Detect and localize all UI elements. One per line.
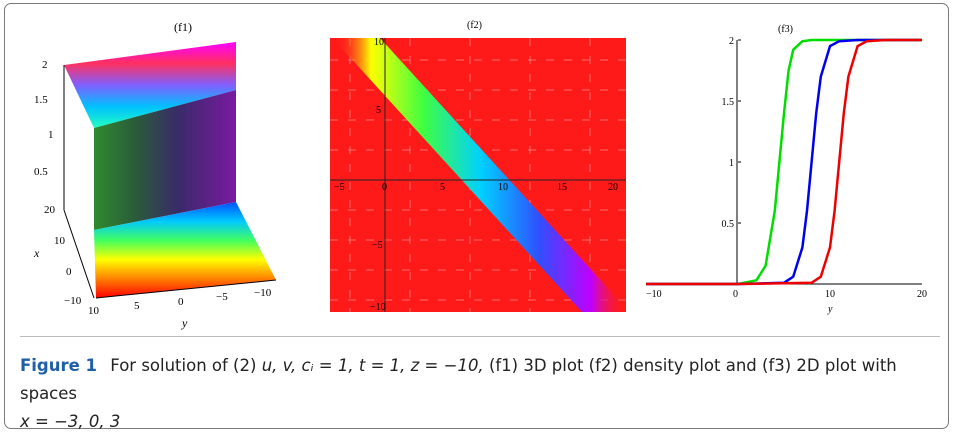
density-x-tick-label: 15 bbox=[557, 182, 567, 193]
z-tick-label: 1.5 bbox=[34, 94, 48, 106]
y-tick-label: 0.5 bbox=[722, 219, 735, 230]
density-plot-svg: −5 0 5 10 15 20 10 5 −5 −10 bbox=[330, 37, 626, 313]
series-line bbox=[646, 38, 922, 286]
density-diagonal-band bbox=[336, 38, 626, 312]
density-y-tick-label: −5 bbox=[372, 240, 383, 251]
density-y-tick-label: −10 bbox=[370, 302, 386, 312]
panel-f2-density-plot: (f2) −5 0 5 10 bbox=[330, 20, 626, 313]
caption-rest: (f1) 3D plot (f2) density plot and (f3) … bbox=[20, 356, 897, 403]
y-tick-label: 5 bbox=[134, 300, 140, 312]
panel-f2-label: (f2) bbox=[467, 20, 482, 31]
x-tick-label: −10 bbox=[646, 289, 662, 300]
density-y-tick-label: 10 bbox=[374, 37, 384, 48]
x-tick-label: 10 bbox=[54, 235, 66, 247]
y-tick-label: 2 bbox=[729, 36, 734, 47]
density-x-tick-label: 20 bbox=[608, 182, 618, 193]
line-plot-svg: (f3) −10 0 10 20 2 1.5 1 0.5 y bbox=[646, 24, 927, 315]
y-axis bbox=[95, 279, 277, 299]
y-axis-label: y bbox=[181, 316, 188, 330]
surface-upper-plateau bbox=[64, 42, 236, 128]
panel-f3-line-plot: (f3) −10 0 10 20 2 1.5 1 0.5 y bbox=[640, 20, 930, 320]
series-line bbox=[646, 38, 922, 286]
y-tick-label: 1.5 bbox=[722, 97, 735, 108]
x-axis-label: y bbox=[827, 304, 833, 315]
density-x-tick-label: 10 bbox=[498, 182, 508, 193]
series-line bbox=[646, 38, 922, 286]
density-y-tick-label: 5 bbox=[376, 105, 381, 116]
panel-f1-label: (f1) bbox=[174, 20, 192, 34]
z-tick-label: 1 bbox=[48, 129, 54, 141]
y-tick-label: 10 bbox=[88, 305, 100, 317]
z-tick-label: 2 bbox=[42, 59, 48, 71]
x-tick-label: −10 bbox=[64, 295, 82, 307]
surface-wall bbox=[94, 90, 236, 230]
caption-prefix: For solution of (2) bbox=[110, 356, 257, 375]
figure-label: Figure 1 bbox=[20, 356, 98, 375]
x-axis bbox=[63, 209, 95, 299]
y-tick-label: −5 bbox=[216, 291, 228, 303]
density-x-tick-label: 5 bbox=[440, 182, 445, 193]
density-x-tick-label: −5 bbox=[334, 182, 345, 193]
x-axis-label: x bbox=[33, 246, 40, 260]
x-tick-label: 0 bbox=[66, 266, 72, 278]
y-tick-label: −10 bbox=[254, 287, 272, 299]
density-x-tick-label: 0 bbox=[382, 182, 387, 193]
figure-caption: Figure 1 For solution of (2) u, v, cᵢ = … bbox=[20, 352, 942, 436]
caption-divider bbox=[20, 336, 940, 337]
z-tick-label: 0.5 bbox=[34, 166, 48, 178]
y-tick-label: 0 bbox=[178, 296, 184, 308]
x-tick-label: 20 bbox=[44, 204, 56, 216]
x-tick-label: 20 bbox=[917, 289, 927, 300]
caption-math: u, v, cᵢ = 1, t = 1, z = −10, bbox=[261, 356, 484, 375]
surface-lower-plateau bbox=[94, 202, 276, 298]
chart-title: (f3) bbox=[778, 24, 793, 35]
x-tick-label: 0 bbox=[733, 289, 738, 300]
x-tick-label: 10 bbox=[825, 289, 835, 300]
surface-plot-svg: 2 1.5 1 0.5 20 10 0 −10 x 10 5 0 −5 −10 … bbox=[33, 42, 277, 330]
y-tick-label: 1 bbox=[729, 158, 734, 169]
panel-f1-3d-plot: (f1) 2 1.5 1 0.5 20 bbox=[14, 20, 304, 340]
caption-tail: x = −3, 0, 3 bbox=[20, 412, 121, 431]
